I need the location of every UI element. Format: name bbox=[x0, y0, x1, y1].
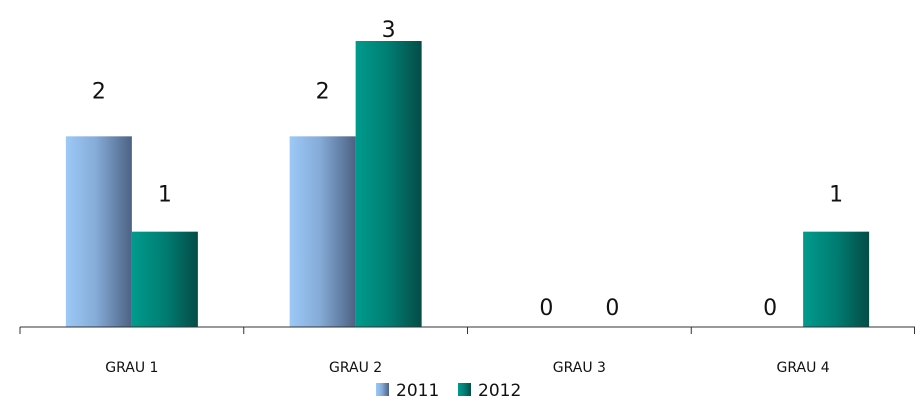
bar-2012-grau-1 bbox=[131, 231, 198, 327]
data-label: 0 bbox=[605, 296, 619, 321]
x-tick-label: GRAU 1 bbox=[105, 360, 158, 376]
x-axis: GRAU 1 GRAU 2 GRAU 3 GRAU 4 bbox=[19, 326, 915, 376]
data-label: 1 bbox=[829, 183, 843, 208]
x-tick-label: GRAU 4 bbox=[777, 360, 830, 376]
data-label: 2 bbox=[92, 79, 106, 104]
data-label: 1 bbox=[158, 183, 172, 208]
legend-swatch-2011 bbox=[376, 383, 389, 396]
data-label: 0 bbox=[539, 296, 553, 321]
legend-label-2011: 2011 bbox=[396, 381, 439, 401]
x-tick-label: GRAU 2 bbox=[329, 360, 382, 376]
data-label: 0 bbox=[763, 296, 777, 321]
bar-2011-grau-2 bbox=[289, 136, 356, 327]
data-labels: 2 1 2 3 0 0 0 1 bbox=[92, 18, 843, 321]
bar-2011-grau-1 bbox=[65, 136, 132, 327]
legend-swatch-2012 bbox=[458, 383, 471, 396]
legend-label-2012: 2012 bbox=[478, 381, 521, 401]
data-label: 3 bbox=[382, 18, 396, 43]
data-label: 2 bbox=[316, 79, 330, 104]
bars-group bbox=[65, 41, 870, 327]
legend: 2011 2012 bbox=[376, 381, 521, 401]
x-tick-label: GRAU 3 bbox=[553, 360, 606, 376]
bar-2012-grau-4 bbox=[803, 231, 870, 327]
bar-2012-grau-2 bbox=[355, 41, 422, 327]
